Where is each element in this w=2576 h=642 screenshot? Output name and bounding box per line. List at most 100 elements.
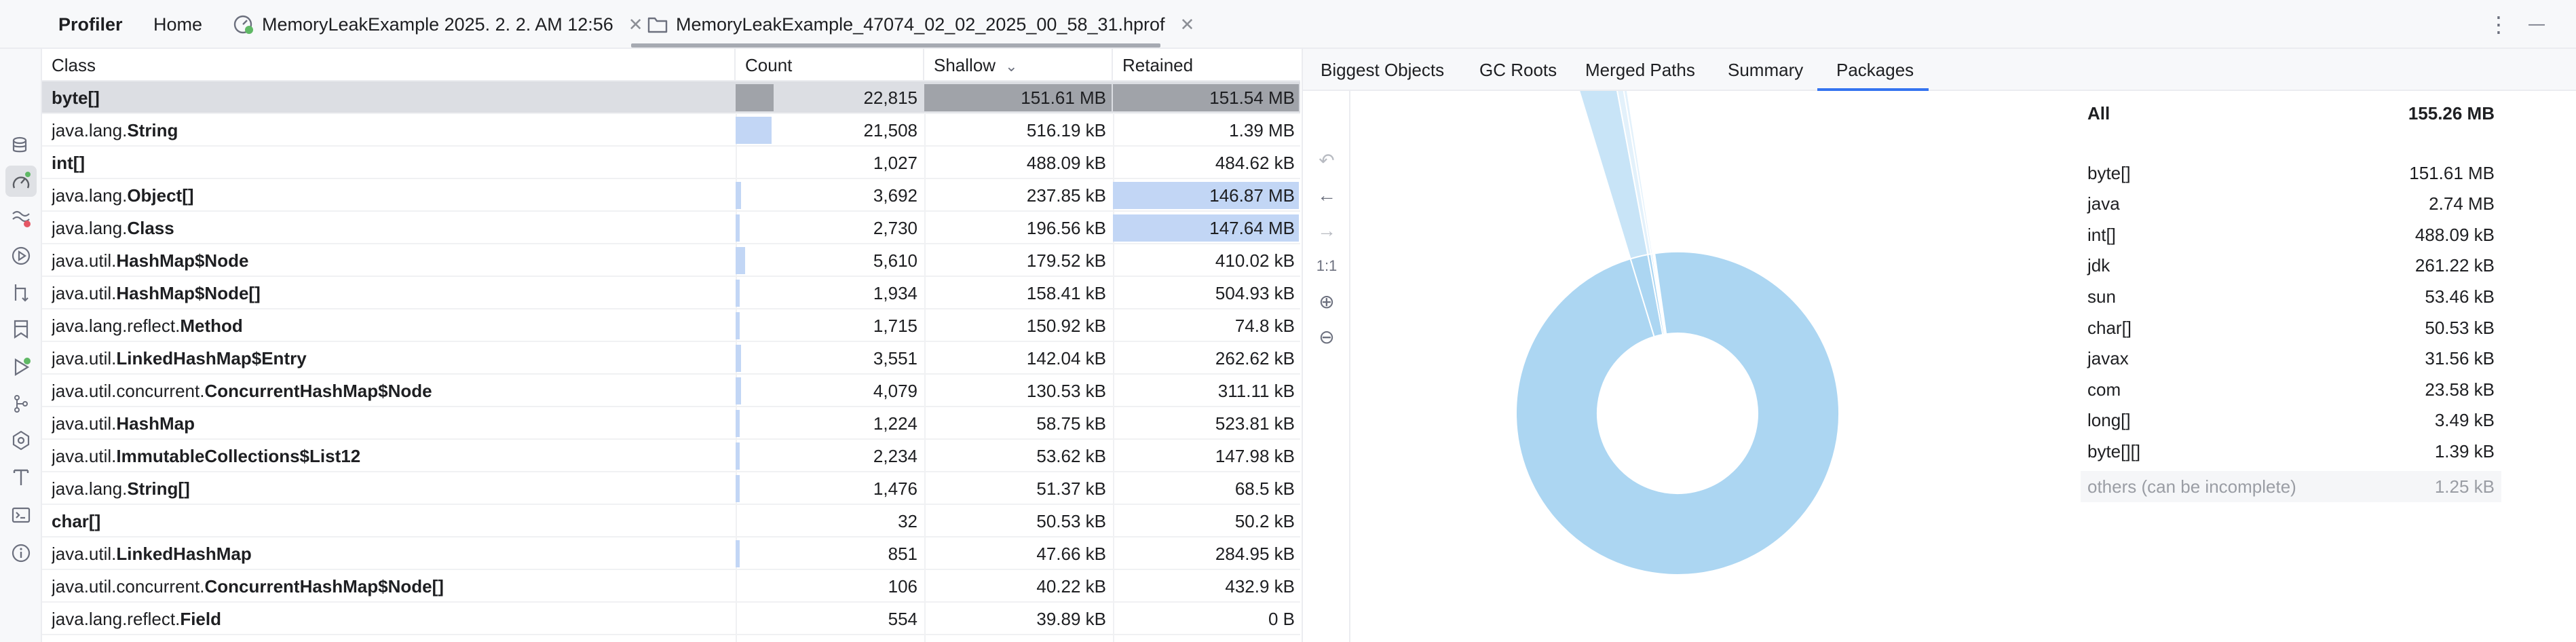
package-prefix: java.lang. xyxy=(52,120,128,140)
minimize-icon[interactable]: — xyxy=(2528,15,2545,33)
active-tab-indicator xyxy=(1817,88,1929,91)
class-short-name: LinkedHashMap$Entry xyxy=(116,348,307,369)
legend-entry[interactable]: byte[][] 1.39 kB xyxy=(2081,436,2501,467)
count-cell: 4,079 xyxy=(873,381,917,401)
zoom-in-icon[interactable]: ⊕ xyxy=(1319,290,1335,312)
structure-icon[interactable] xyxy=(5,388,37,419)
count-cell: 3,551 xyxy=(873,348,917,369)
legend-entry[interactable]: long[] 3.49 kB xyxy=(2081,404,2501,436)
tab-merged-paths-label: Merged Paths xyxy=(1585,60,1695,80)
more-options-icon[interactable]: ⋮ xyxy=(2488,12,2509,37)
table-row[interactable]: java.util.ImmutableCollections$List12 2,2… xyxy=(42,440,1300,472)
forward-icon[interactable]: → xyxy=(1317,220,1336,241)
table-row[interactable]: java.util.concurrent.ConcurrentHashMap$N… xyxy=(42,570,1300,603)
table-row[interactable]: java.util.HashMap$Node[] 1,934 158.41 kB 50… xyxy=(42,277,1300,309)
legend-entry[interactable]: jdk 261.22 kB xyxy=(2081,250,2501,281)
zoom-out-icon[interactable]: ⊖ xyxy=(1319,326,1335,347)
shallow-cell: 158.41 kB xyxy=(1026,283,1106,303)
retained-cell: 0 B xyxy=(1268,609,1295,629)
run-green-icon[interactable] xyxy=(5,352,37,383)
table-row[interactable]: java.lang.String[] 1,476 51.37 kB 68.5 kB xyxy=(42,472,1300,505)
sunburst-slice[interactable] xyxy=(1653,252,1667,335)
class-short-name: Field xyxy=(180,609,221,629)
legend-package-size: 151.61 MB xyxy=(2409,163,2495,183)
count-cell: 851 xyxy=(888,544,917,564)
table-row[interactable]: java.util.HashMap 1,224 58.75 kB 523.81 kB xyxy=(42,407,1300,440)
git-icon[interactable] xyxy=(5,277,37,308)
tab-hprof[interactable]: MemoryLeakExample_47074_02_02_2025_00_58… xyxy=(647,0,1194,49)
back-icon[interactable]: ← xyxy=(1317,185,1336,206)
legend-entry[interactable]: java 2.74 MB xyxy=(2081,188,2501,219)
package-prefix: java.util.concurrent. xyxy=(52,576,205,597)
session-icon xyxy=(232,13,255,36)
table-row[interactable]: java.lang.reflect.Field 554 39.89 kB 0 B xyxy=(42,603,1300,635)
tab-packages[interactable]: Packages xyxy=(1836,49,1914,91)
details-pane: Biggest Objects GC Roots Merged Paths Su… xyxy=(1302,10,2576,642)
count-cell: 1,027 xyxy=(873,153,917,173)
info-icon[interactable] xyxy=(5,537,37,569)
legend-entry[interactable]: others (can be incomplete) 1.25 kB xyxy=(2081,471,2501,502)
table-row[interactable]: java.util.concurrent.ConcurrentHashMap$N… xyxy=(42,375,1300,407)
tab-session[interactable]: MemoryLeakExample 2025. 2. 2. AM 12:56 ✕ xyxy=(232,0,643,49)
legend-package-name: com xyxy=(2087,379,2121,400)
table-row[interactable]: java.util.HashMap$Node 5,610 179.52 kB 410.… xyxy=(42,244,1300,277)
packages-sunburst-chart[interactable] xyxy=(1352,10,2003,642)
column-header-class[interactable]: Class xyxy=(42,49,736,81)
column-header-count[interactable]: Count xyxy=(736,49,924,81)
services-icon[interactable] xyxy=(5,425,37,456)
class-name-cell: int[] xyxy=(52,147,744,179)
count-bar xyxy=(736,117,772,144)
count-bar xyxy=(736,442,740,470)
legend-entry[interactable]: int[] 488.09 kB xyxy=(2081,219,2501,250)
database-icon[interactable] xyxy=(5,130,37,162)
table-row[interactable]: int[] 1,027 488.09 kB 484.62 kB xyxy=(42,147,1300,179)
retained-highlight xyxy=(1113,182,1299,209)
undo-icon[interactable]: ↶ xyxy=(1319,149,1335,171)
table-row[interactable]: char[] 32 50.53 kB 50.2 kB xyxy=(42,505,1300,537)
legend-entry[interactable]: sun 53.46 kB xyxy=(2081,281,2501,312)
tab-summary[interactable]: Summary xyxy=(1728,49,1803,91)
table-row[interactable]: java.lang.String 21,508 516.19 kB 1.39 MB xyxy=(42,114,1300,147)
sunburst-svg xyxy=(1515,10,1840,575)
table-row[interactable]: java.util.LinkedHashMap$Entry 3,551 142.04… xyxy=(42,342,1300,375)
actual-size-button[interactable]: 1:1 xyxy=(1316,257,1338,274)
sunburst-slice[interactable] xyxy=(1515,251,1840,575)
column-header-retained[interactable]: Retained xyxy=(1113,49,1300,81)
legend-entry[interactable]: byte[] 151.61 MB xyxy=(2081,157,2501,189)
table-row[interactable]: java.util.LinkedHashMap 851 47.66 kB 284.95… xyxy=(42,537,1300,570)
count-cell: 106 xyxy=(888,576,917,597)
class-short-name: Class xyxy=(127,218,174,238)
legend-entry[interactable]: javax 31.56 kB xyxy=(2081,343,2501,374)
package-prefix: java.lang. xyxy=(52,185,128,206)
terminal-icon[interactable] xyxy=(5,499,37,531)
legend-entry[interactable]: char[] 50.53 kB xyxy=(2081,312,2501,343)
count-cell: 32 xyxy=(898,511,917,531)
table-row[interactable]: java.lang.Object[] 3,692 237.85 kB 146.87 M… xyxy=(42,179,1300,212)
text-icon[interactable] xyxy=(5,461,37,493)
tab-hprof-label: MemoryLeakExample_47074_02_02_2025_00_58… xyxy=(676,14,1165,35)
retained-cell: 410.02 kB xyxy=(1215,250,1295,271)
tab-session-label: MemoryLeakExample 2025. 2. 2. AM 12:56 xyxy=(262,14,613,35)
column-header-shallow[interactable]: Shallow ⌄ xyxy=(924,49,1113,81)
tab-merged-paths[interactable]: Merged Paths xyxy=(1585,49,1695,91)
run-icon[interactable] xyxy=(5,240,37,271)
tab-packages-label: Packages xyxy=(1836,60,1914,80)
sort-descending-icon: ⌄ xyxy=(1005,58,1018,75)
tab-biggest-objects[interactable]: Biggest Objects xyxy=(1321,49,1444,91)
close-icon[interactable]: ✕ xyxy=(628,14,643,35)
tab-gc-roots[interactable]: GC Roots xyxy=(1479,49,1557,91)
legend-package-name: java xyxy=(2087,193,2120,214)
legend-entry[interactable]: com 23.58 kB xyxy=(2081,374,2501,405)
memory-issue-icon[interactable] xyxy=(5,202,37,233)
shallow-cell: 142.04 kB xyxy=(1026,348,1106,369)
profiler-icon[interactable] xyxy=(5,166,37,197)
count-bar xyxy=(736,84,774,111)
table-row[interactable]: byte[] 22,815 151.61 MB 151.54 MB xyxy=(42,81,1300,114)
table-row[interactable]: java.lang.Class 2,730 196.56 kB 147.64 MB xyxy=(42,212,1300,244)
bookmark-icon[interactable] xyxy=(5,314,37,345)
tab-home[interactable]: Home xyxy=(153,0,202,49)
tab-biggest-objects-label: Biggest Objects xyxy=(1321,60,1445,80)
legend-total[interactable]: All 155.26 MB xyxy=(2081,98,2501,129)
close-icon[interactable]: ✕ xyxy=(1179,14,1195,35)
table-row[interactable]: java.lang.reflect.Method 1,715 150.92 kB 74… xyxy=(42,309,1300,342)
